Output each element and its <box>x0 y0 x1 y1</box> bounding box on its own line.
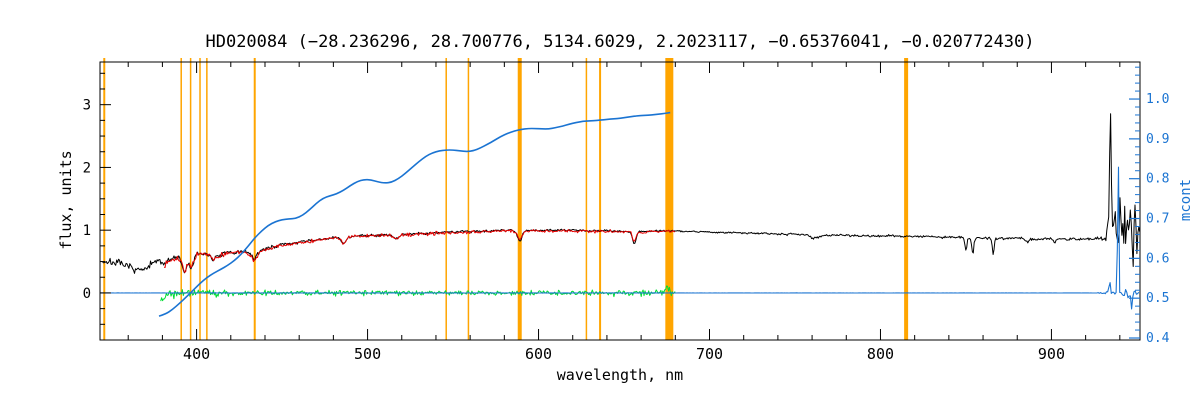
chart-title: HD020084 (−28.236296, 28.700776, 5134.60… <box>205 32 1035 52</box>
x-tick-label: 900 <box>1038 345 1065 363</box>
x-tick-label: 500 <box>354 345 381 363</box>
y-right-tick-label: 0.7 <box>1146 212 1169 227</box>
y-axis-label-right: mcont <box>1178 178 1194 222</box>
model-fit-line <box>163 229 676 273</box>
x-axis-ticks: 400 500 600 700 800 900 <box>127 62 1121 363</box>
y-axis-label-left: flux, units <box>57 150 75 250</box>
residual-line <box>160 285 676 302</box>
series-lines <box>100 111 1140 317</box>
y-right-tick-label: 0.5 <box>1146 291 1169 306</box>
x-tick-label: 700 <box>696 345 723 363</box>
y-left-tick-label: 3 <box>83 98 91 114</box>
x-tick-label: 600 <box>525 345 552 363</box>
y-left-tick-label: 1 <box>83 223 91 239</box>
x-tick-label: 400 <box>183 345 210 363</box>
y-right-tick-label: 1.0 <box>1146 92 1169 107</box>
y-right-tick-label: 0.4 <box>1146 331 1170 346</box>
plot-frame <box>99 61 1141 341</box>
y-left-tick-label: 0 <box>83 286 91 302</box>
y-axis-right-ticks: 0.4 0.5 0.6 0.7 0.8 0.9 1.0 <box>1129 66 1170 346</box>
zero-baseline-line <box>100 166 1140 310</box>
mcont-continuum-line <box>158 111 671 317</box>
orange-marker-lines <box>103 58 909 340</box>
observed-spectrum-line <box>102 113 1140 274</box>
y-right-tick-label: 0.8 <box>1146 172 1169 187</box>
y-right-tick-label: 0.9 <box>1146 132 1169 147</box>
x-axis-label: wavelength, nm <box>556 366 684 384</box>
y-left-tick-label: 2 <box>83 160 91 176</box>
y-axis-left-ticks: 0 1 2 3 <box>83 72 111 325</box>
x-tick-label: 800 <box>867 345 894 363</box>
y-right-tick-label: 0.6 <box>1146 251 1169 266</box>
